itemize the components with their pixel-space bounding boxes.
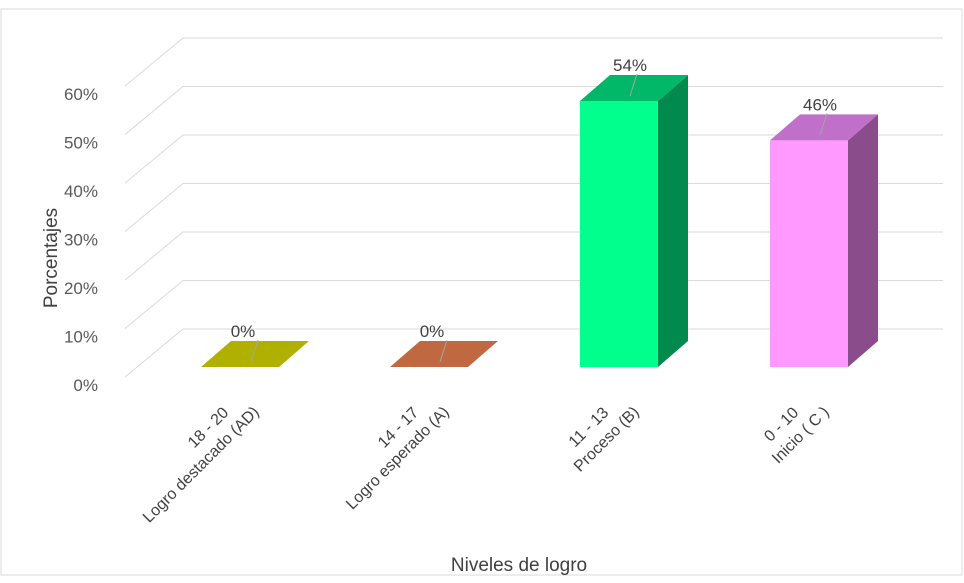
bar [770, 114, 878, 367]
y-tick-label: 40% [64, 182, 98, 201]
gridline-diagonal [124, 328, 184, 378]
y-tick-label: 20% [64, 279, 98, 298]
bar [580, 75, 688, 367]
bar-top [390, 341, 498, 367]
bars [201, 75, 878, 367]
bar-front [770, 140, 848, 367]
y-tick-label: 10% [64, 328, 98, 347]
data-label: 46% [803, 95, 837, 114]
y-axis-ticks: 0% 10% 20% 30% 40% 50% 60% [64, 85, 98, 395]
gridline-diagonal [124, 280, 184, 329]
data-label: 54% [613, 56, 647, 75]
bar-top [201, 341, 309, 367]
bar [390, 341, 498, 367]
y-tick-label: 0% [73, 376, 98, 395]
data-labels: 0% 0% 54% 46% [231, 56, 837, 363]
bar-side [658, 75, 688, 367]
gridline-diagonal [124, 183, 184, 232]
data-label-leader [250, 339, 259, 363]
bar-top [770, 114, 878, 141]
gridline-diagonal [124, 86, 184, 135]
data-label: 0% [420, 322, 445, 341]
gridline-diagonal [124, 134, 184, 184]
x-axis-title: Niveles de logro [451, 555, 587, 576]
bar [201, 341, 309, 367]
gridline-diagonal [124, 37, 184, 87]
data-label-leader [439, 339, 448, 363]
y-tick-label: 30% [64, 231, 98, 250]
data-label: 0% [231, 322, 256, 341]
bar-top [580, 75, 688, 101]
data-label-leader [819, 113, 828, 136]
bar-side [848, 114, 878, 367]
data-label-leader [629, 73, 638, 97]
bar-front [580, 101, 658, 367]
y-tick-label: 60% [64, 85, 98, 104]
y-tick-label: 50% [64, 134, 98, 153]
y-axis-title: Porcentajes [41, 208, 62, 308]
gridline-diagonal [124, 231, 184, 281]
